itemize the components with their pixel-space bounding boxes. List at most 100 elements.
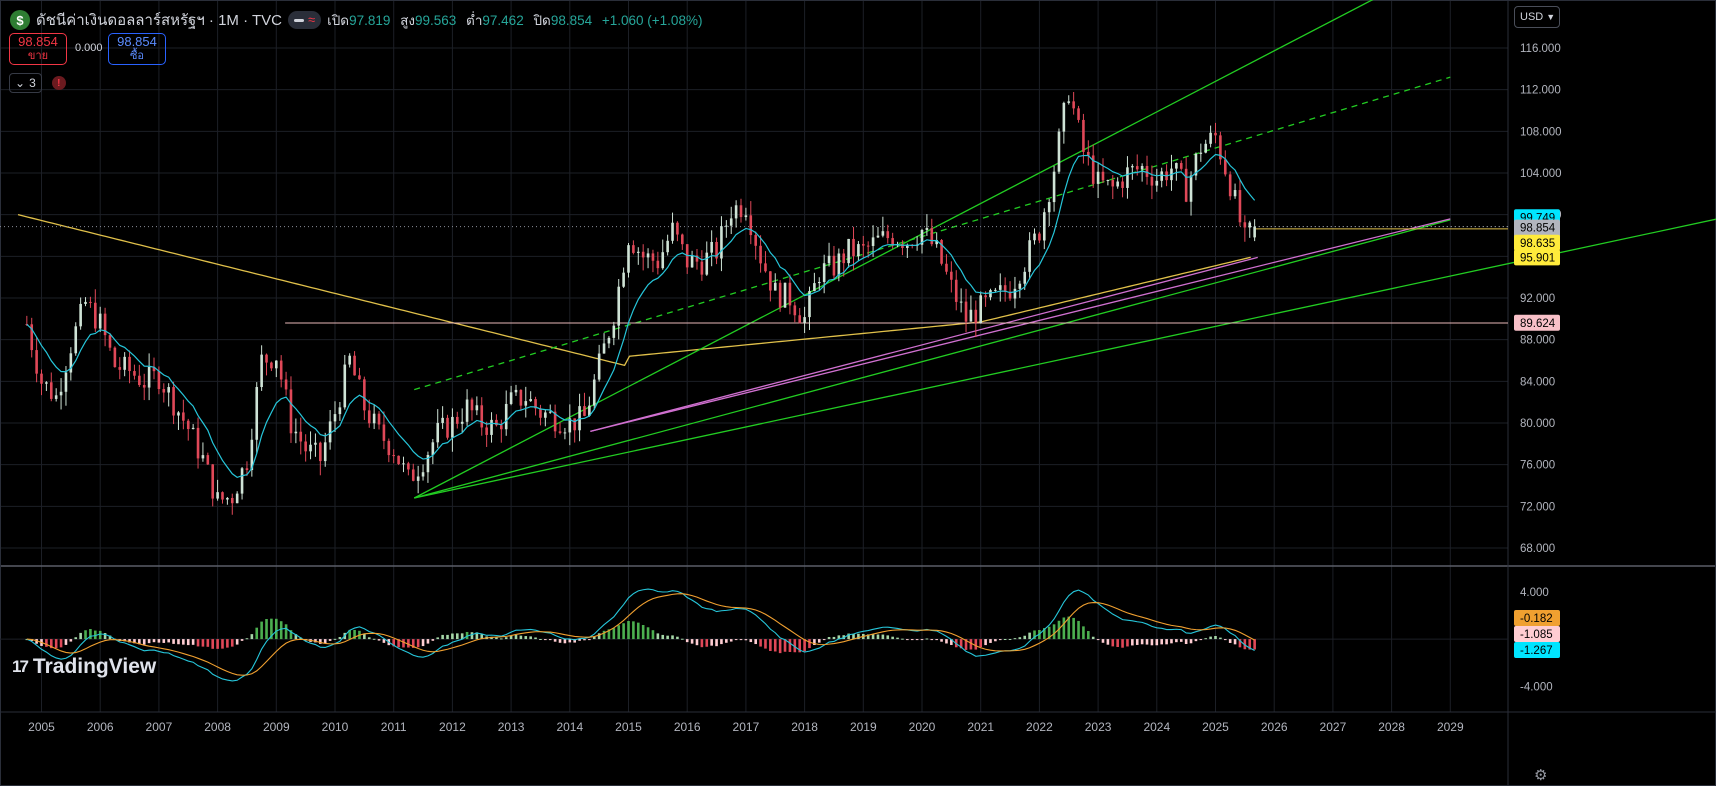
candle-body [700,261,704,275]
candle-body [299,431,303,442]
time-tick-label: 2025 [1202,720,1229,734]
candle-body [40,373,43,384]
macd-histogram-bar [382,639,386,643]
macd-histogram-bar [235,639,239,645]
warning-icon[interactable]: ! [51,76,66,90]
macd-histogram-bar [852,634,855,640]
candle-body [558,431,562,433]
candle-body [1199,152,1203,154]
macd-histogram-bar [1194,639,1198,642]
price-tick-label: 76.000 [1520,460,1555,472]
candle-body [739,205,743,218]
macd-histogram-bar [544,639,547,641]
macd-histogram-bar [1023,635,1027,640]
candle-body [1047,202,1051,213]
macd-histogram-bar [915,639,919,641]
macd-histogram-bar [817,639,821,643]
macd-histogram-bar [627,621,630,640]
macd-histogram-bar [906,639,909,641]
visibility-pill[interactable]: ≈ [287,11,322,29]
candle-body [1091,155,1095,184]
candle-body [597,353,601,380]
macd-histogram-bar [827,637,831,640]
candle-body [1243,222,1247,228]
macd-histogram-bar [138,639,141,645]
candle-body [548,411,552,413]
macd-histogram-bar [1248,639,1252,650]
macd-histogram-bar [734,639,738,641]
ohlc-values: เปิด97.819 สูง99.563 ต่ำ97.462 ปิด98.854… [327,13,703,28]
macd-histogram-bar [167,639,170,643]
macd-histogram-bar [1106,639,1110,645]
macd-histogram-bar [676,636,679,640]
candle-body [353,355,356,376]
macd-histogram-bar [98,630,102,640]
candle-body [377,413,381,425]
price-tick-label: 112.000 [1520,85,1561,97]
macd-histogram-bar [646,627,650,640]
indicators-toggle[interactable]: ⌄ 3 [9,73,42,93]
macd-histogram-bar [1047,626,1051,640]
sell-button[interactable]: 98.854 ขาย [9,33,67,65]
macd-histogram-bar [573,639,576,643]
candle-body [1238,190,1242,223]
candle-body [1013,288,1017,299]
macd-histogram-bar [558,639,562,643]
candle-body [1175,163,1178,169]
candle-body [426,454,430,473]
macd-histogram-bar [177,639,180,645]
time-axis[interactable]: 2005 2006 2007 2008 2009 2010 2011 2012 2013 2014… [28,720,1464,734]
macd-histogram-bar [323,639,327,644]
candle-body [270,362,273,369]
macd-histogram-bar [1155,639,1159,646]
candle-body [1077,108,1080,120]
macd-histogram-bar [216,639,219,649]
candle-body [1209,132,1212,144]
time-tick-label: 2006 [87,720,114,734]
macd-histogram-bar [930,639,934,641]
macd-histogram-bar [504,637,508,640]
macd-histogram-bar [1042,628,1046,640]
candle-body [441,417,444,423]
macd-histogram-bar [773,639,777,652]
macd-histogram-bar [700,639,704,648]
macd-histogram-bar [328,639,332,641]
candle-body [1033,233,1036,241]
macd-histogram-bar [1062,617,1066,640]
candle-body [1145,165,1149,177]
currency-select[interactable]: USD ▼ [1514,6,1560,28]
buy-button[interactable]: 98.854 ซื้อ [108,33,166,65]
macd-histogram-bar [402,639,405,648]
symbol-header: $ ดัชนีค่าเงินดอลลาร์สหรัฐฯ · 1M · TVC ≈… [10,8,708,32]
candle-body [1106,179,1110,181]
candle-body [167,387,170,393]
macd-histogram-bar [103,633,107,640]
macd-histogram-bar [265,619,268,640]
candle-body [113,347,117,368]
candle-body [235,493,239,504]
candle-body [333,414,337,422]
macd-histogram-bar [441,634,444,640]
symbol-title[interactable]: ดัชนีค่าเงินดอลลาร์สหรัฐฯ · 1M · TVC [36,12,282,29]
macd-histogram-bar [1140,639,1144,645]
macd-histogram-bar [475,632,479,640]
macd-histogram-bar [455,633,459,640]
time-tick-label: 2014 [556,720,583,734]
macd-histogram-bar [739,639,743,641]
candle-body [636,251,640,253]
macd-histogram-bar [1238,639,1242,648]
candle-body [544,412,547,418]
macd-histogram-bar [553,639,557,642]
macd-tick-label: -4.000 [1520,681,1553,693]
macd-histogram-bar [319,639,322,644]
candle-body [1219,135,1222,160]
candle-body [1003,285,1007,292]
settings-icon[interactable]: ⚙ [1534,767,1548,784]
candle-body [1038,233,1041,241]
macd-histogram-bar [480,634,484,640]
candle-body [808,291,811,318]
macd-histogram-bar [514,634,518,640]
candle-body [186,420,190,430]
macd-histogram-bar [901,638,904,640]
